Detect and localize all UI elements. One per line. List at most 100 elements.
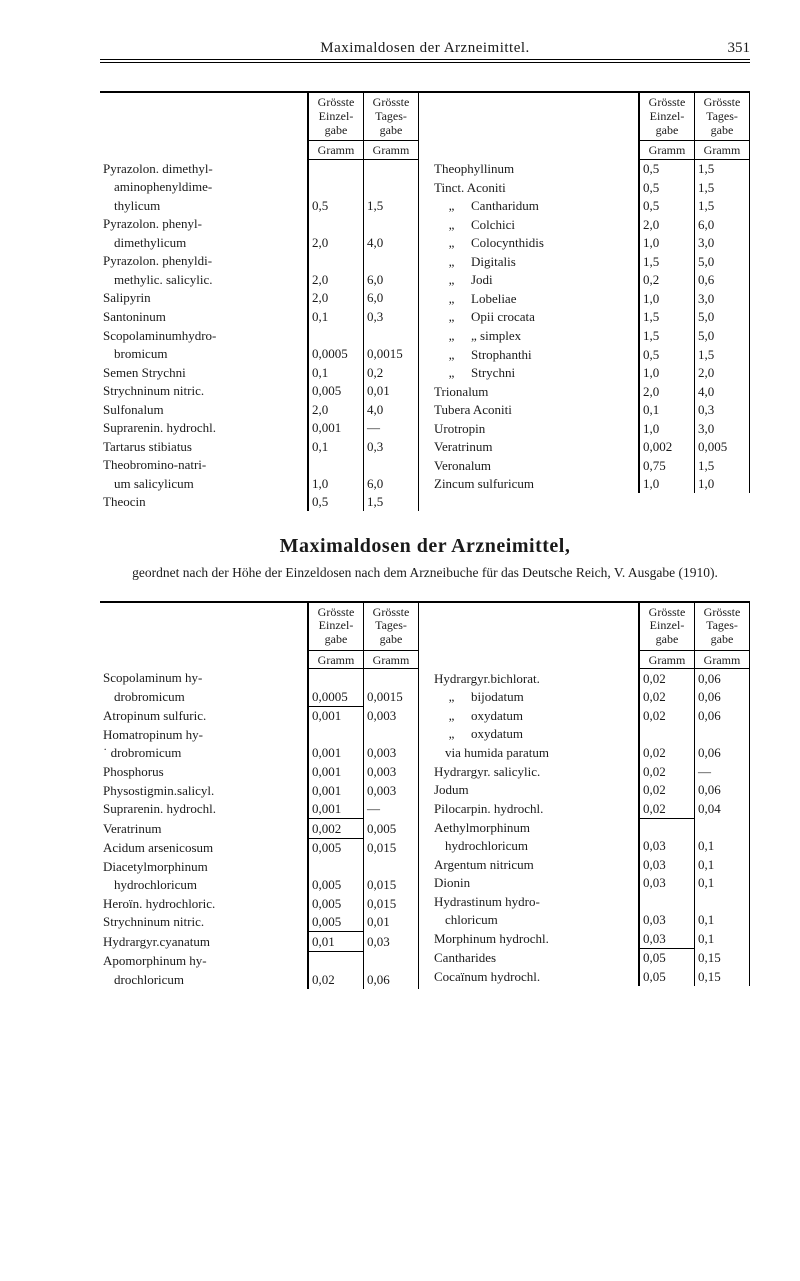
dose-row: „ Digitalis1,55,0 — [431, 252, 750, 271]
einzel-dose: 0,2 — [639, 271, 695, 290]
drug-name: ˙ drobromicum — [100, 744, 308, 763]
einzel-dose: 0,1 — [308, 307, 364, 326]
tages-dose: 1,5 — [364, 196, 419, 215]
tages-dose: 0,06 — [695, 669, 750, 688]
einzel-dose — [308, 951, 364, 970]
drug-name: Tubera Aconiti — [431, 401, 639, 420]
dose-row: Strychninum nitric.0,0050,01 — [100, 382, 419, 401]
einzel-dose: 0,001 — [308, 763, 364, 782]
drug-name: Salipyrin — [100, 289, 308, 308]
dose-row: „ Lobeliae1,03,0 — [431, 289, 750, 308]
section-subtitle: geordnet nach der Höhe der Einzeldosen n… — [100, 564, 750, 582]
tages-dose: 0,06 — [364, 970, 419, 989]
einzel-dose: 0,02 — [639, 762, 695, 781]
tages-dose: 0,03 — [364, 932, 419, 952]
dose-row: Theobromino-natri- — [100, 456, 419, 475]
page: Maximaldosen der Arzneimittel. 351 Gröss… — [0, 0, 800, 1019]
dose-row: Zincum sulfuricum1,01,0 — [431, 475, 750, 494]
dose-row: Veratrinum0,0020,005 — [431, 438, 750, 457]
einzel-dose: 0,02 — [639, 743, 695, 762]
dose-row: Dionin0,030,1 — [431, 874, 750, 893]
dose-row: Pyrazolon. phenyl- — [100, 215, 419, 234]
drug-name: Tartarus stibiatus — [100, 437, 308, 456]
drug-name: Acidum arsenicosum — [100, 838, 308, 857]
table-1-right: GrössteEinzel-gabeGrössteTages-gabeGramm… — [431, 93, 750, 511]
drug-name: Veratrinum — [431, 438, 639, 457]
tages-dose: 1,5 — [695, 197, 750, 216]
einzel-dose: 0,0005 — [308, 687, 364, 706]
drug-name: um salicylicum — [100, 474, 308, 493]
tages-dose: 1,5 — [364, 493, 419, 512]
page-number: 351 — [710, 40, 750, 57]
einzel-dose — [308, 326, 364, 345]
einzel-dose — [308, 178, 364, 197]
einzel-dose: 0,001 — [308, 744, 364, 763]
dose-row: Morphinum hydrochl.0,030,1 — [431, 929, 750, 948]
einzel-dose: 0,03 — [639, 929, 695, 948]
tages-dose: 5,0 — [695, 252, 750, 271]
einzel-dose: 0,001 — [308, 781, 364, 800]
tages-dose — [695, 818, 750, 837]
tages-dose: 0,003 — [364, 763, 419, 782]
einzel-dose: 0,02 — [639, 669, 695, 688]
drug-name: Dionin — [431, 874, 639, 893]
einzel-dose — [308, 456, 364, 475]
drug-name: Suprarenin. hydrochl. — [100, 800, 308, 819]
einzel-dose: 0,02 — [639, 706, 695, 725]
drug-name: Scopolaminum hy- — [100, 669, 308, 688]
tages-dose: 0,0015 — [364, 345, 419, 364]
einzel-dose: 0,02 — [639, 688, 695, 707]
table-2: GrössteEinzel-gabeGrössteTages-gabeGramm… — [100, 603, 750, 989]
drug-name: chloricum — [431, 911, 639, 930]
dose-row: Hydrargyr. salicylic.0,02— — [431, 762, 750, 781]
tages-dose: 5,0 — [695, 327, 750, 346]
drug-name: dimethylicum — [100, 233, 308, 252]
drug-name: Apomorphinum hy- — [100, 951, 308, 970]
drug-name: hydrochloricum — [431, 837, 639, 856]
tages-dose — [364, 215, 419, 234]
dose-row: Aethylmorphinum — [431, 818, 750, 837]
tages-dose — [364, 951, 419, 970]
dose-row: Cocaïnum hydrochl.0,050,15 — [431, 968, 750, 987]
einzel-dose: 0,002 — [308, 819, 364, 839]
einzel-dose: 1,5 — [639, 252, 695, 271]
dose-row: thylicum0,51,5 — [100, 196, 419, 215]
tages-dose: 4,0 — [695, 382, 750, 401]
dose-row: aminophenyldime- — [100, 178, 419, 197]
dose-row: bromicum0,00050,0015 — [100, 345, 419, 364]
running-head: Maximaldosen der Arzneimittel. 351 — [100, 40, 750, 60]
dose-row: Scopolaminumhydro- — [100, 326, 419, 345]
einzel-dose: 1,0 — [639, 289, 695, 308]
tages-dose — [364, 326, 419, 345]
einzel-dose — [308, 669, 364, 688]
drug-name: „ Opii crocata — [431, 308, 639, 327]
dose-row: „ „ simplex1,55,0 — [431, 327, 750, 346]
einzel-dose: 0,75 — [639, 456, 695, 475]
drug-name: Pyrazolon. dimethyl- — [100, 159, 308, 178]
dose-row: „ Colocynthidis1,03,0 — [431, 234, 750, 253]
dose-row: ˙ drobromicum0,0010,003 — [100, 744, 419, 763]
tages-dose: 0,1 — [695, 874, 750, 893]
einzel-dose: 0,02 — [639, 781, 695, 800]
drug-name: Physostigmin.salicyl. — [100, 781, 308, 800]
einzel-dose: 1,5 — [639, 327, 695, 346]
tages-dose — [364, 857, 419, 876]
drug-name: Hydrastinum hydro- — [431, 892, 639, 911]
dose-row: „ Colchici2,06,0 — [431, 215, 750, 234]
einzel-dose — [639, 818, 695, 837]
drug-name: Pyrazolon. phenyldi- — [100, 252, 308, 271]
drug-name: Hydrargyr. salicylic. — [431, 762, 639, 781]
einzel-dose: 0,005 — [308, 894, 364, 913]
dose-row: Salipyrin2,06,0 — [100, 289, 419, 308]
tages-dose: 0,1 — [695, 855, 750, 874]
tages-dose — [364, 252, 419, 271]
tages-dose: 2,0 — [695, 364, 750, 383]
einzel-dose: 0,005 — [308, 382, 364, 401]
drug-name: Strychninum nitric. — [100, 913, 308, 932]
einzel-dose: 2,0 — [308, 289, 364, 308]
einzel-dose — [308, 215, 364, 234]
dose-row: „ Cantharidum0,51,5 — [431, 197, 750, 216]
tages-dose: 0,3 — [695, 401, 750, 420]
dose-row: „ Opii crocata1,55,0 — [431, 308, 750, 327]
drug-name: „ Lobeliae — [431, 289, 639, 308]
